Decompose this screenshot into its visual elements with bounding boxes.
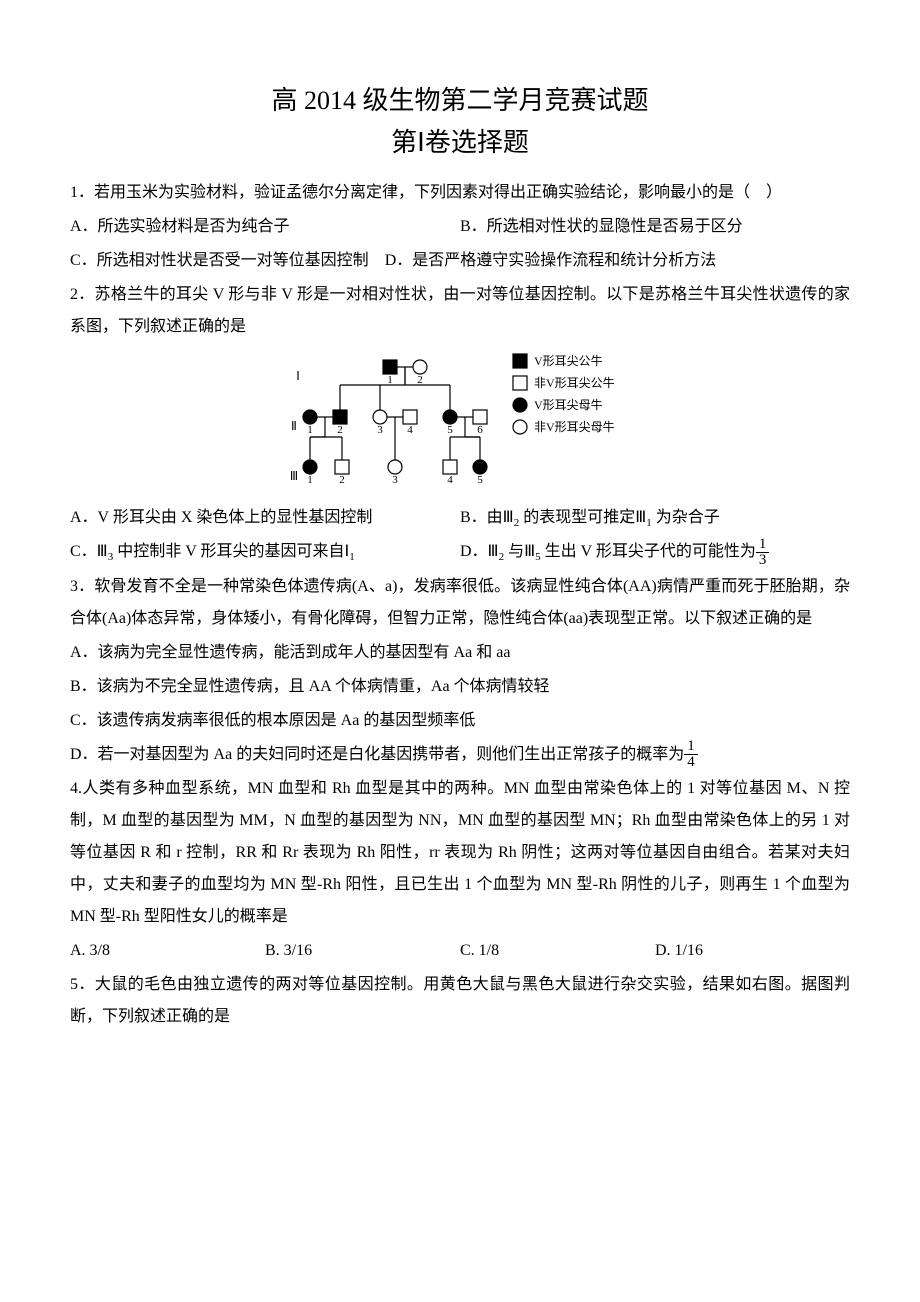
q1-optB: B．所选相对性状的显隐性是否易于区分 <box>460 211 850 243</box>
svg-text:4: 4 <box>407 424 413 436</box>
q2-optB-post: 为杂合子 <box>652 509 720 526</box>
title-sub: 第Ⅰ卷选择题 <box>70 122 850 164</box>
svg-text:5: 5 <box>477 474 483 486</box>
q5-stem: 5．大鼠的毛色由独立遗传的两对等位基因控制。用黄色大鼠与黑色大鼠进行杂交实验，结… <box>70 969 850 1033</box>
svg-text:1: 1 <box>307 424 313 436</box>
q2-stem: 2．苏格兰牛的耳尖 V 形与非 V 形是一对相对性状，由一对等位基因控制。以下是… <box>70 279 850 343</box>
q4-optB: B. 3/16 <box>265 935 460 967</box>
q2-optD-frac-den: 3 <box>756 553 770 568</box>
q3-optD-frac: 14 <box>684 739 698 770</box>
q4-optA: A. 3/8 <box>70 935 265 967</box>
q2-optB: B．由Ⅲ2 的表现型可推定Ⅲ1 为杂合子 <box>460 502 850 534</box>
q4-stem: 4.人类有多种血型系统，MN 血型和 Rh 血型是其中的两种。MN 血型由常染色… <box>70 773 850 933</box>
q2-optD-post: 生出 V 形耳尖子代的可能性为 <box>541 543 756 560</box>
q4-options: A. 3/8 B. 3/16 C. 1/8 D. 1/16 <box>70 935 850 967</box>
q2-options-row1: A．V 形耳尖由 X 染色体上的显性基因控制 B．由Ⅲ2 的表现型可推定Ⅲ1 为… <box>70 502 850 534</box>
q2-optC: C．Ⅲ3 中控制非 V 形耳尖的基因可来自Ⅰ1 <box>70 536 460 568</box>
q3-optB: B．该病为不完全显性遗传病，且 AA 个体病情重，Aa 个体病情较轻 <box>70 671 850 703</box>
q1-optC: C．所选相对性状是否受一对等位基因控制 <box>70 252 369 269</box>
q3-optD: D．若一对基因型为 Aa 的夫妇同时还是白化基因携带者，则他们生出正常孩子的概率… <box>70 739 850 771</box>
q2-optC-mid: 中控制非 V 形耳尖的基因可来自Ⅰ <box>113 543 349 560</box>
q1-options-row1: A．所选实验材料是否为纯合子 B．所选相对性状的显隐性是否易于区分 <box>70 211 850 243</box>
svg-text:Ⅱ: Ⅱ <box>291 419 297 433</box>
svg-text:非V形耳尖公牛: 非V形耳尖公牛 <box>534 375 615 390</box>
q4-optD: D. 1/16 <box>655 935 850 967</box>
svg-text:5: 5 <box>447 424 453 436</box>
svg-text:2: 2 <box>337 424 343 436</box>
q1-optA: A．所选实验材料是否为纯合子 <box>70 211 460 243</box>
svg-text:Ⅰ: Ⅰ <box>296 369 300 383</box>
q2-optD-frac-num: 1 <box>756 537 770 553</box>
q2-optD-mid: 与Ⅲ <box>504 543 535 560</box>
title-main: 高 2014 级生物第二学月竞赛试题 <box>70 80 850 122</box>
svg-text:6: 6 <box>477 424 483 436</box>
svg-text:V形耳尖公牛: V形耳尖公牛 <box>534 353 603 368</box>
q3-stem: 3．软骨发育不全是一种常染色体遗传病(A、a)，发病率很低。该病显性纯合体(AA… <box>70 571 850 635</box>
svg-text:V形耳尖母牛: V形耳尖母牛 <box>534 397 603 412</box>
q2-optD-frac: 13 <box>756 537 770 568</box>
pedigree-svg: 12Ⅰ123456Ⅱ12345ⅢV形耳尖公牛非V形耳尖公牛V形耳尖母牛非V形耳尖… <box>280 349 640 494</box>
q3-optD-frac-num: 1 <box>684 739 698 755</box>
q2-optC-sub2: 1 <box>349 552 355 564</box>
svg-text:非V形耳尖母牛: 非V形耳尖母牛 <box>534 419 615 434</box>
svg-text:4: 4 <box>447 474 453 486</box>
svg-text:2: 2 <box>339 474 345 486</box>
q3-optD-pre: D．若一对基因型为 Aa 的夫妇同时还是白化基因携带者，则他们生出正常孩子的概率… <box>70 746 684 763</box>
q2-optD-pre: D．Ⅲ <box>460 543 499 560</box>
q2-optC-pre: C．Ⅲ <box>70 543 108 560</box>
q2-optB-mid: 的表现型可推定Ⅲ <box>519 509 646 526</box>
svg-text:3: 3 <box>392 474 398 486</box>
q2-optD: D．Ⅲ2 与Ⅲ5 生出 V 形耳尖子代的可能性为13 <box>460 536 850 568</box>
q1-stem: 1．若用玉米为实验材料，验证孟德尔分离定律，下列因素对得出正确实验结论，影响最小… <box>70 177 850 209</box>
svg-text:Ⅲ: Ⅲ <box>290 469 298 483</box>
svg-text:3: 3 <box>377 424 383 436</box>
q3-optD-frac-den: 4 <box>684 755 698 770</box>
q2-pedigree: 12Ⅰ123456Ⅱ12345ⅢV形耳尖公牛非V形耳尖公牛V形耳尖母牛非V形耳尖… <box>70 349 850 494</box>
q2-optA: A．V 形耳尖由 X 染色体上的显性基因控制 <box>70 502 460 534</box>
q1-optD: D．是否严格遵守实验操作流程和统计分析方法 <box>385 252 717 269</box>
svg-text:1: 1 <box>307 474 313 486</box>
q3-optC: C．该遗传病发病率很低的根本原因是 Aa 的基因型频率低 <box>70 705 850 737</box>
q4-optC: C. 1/8 <box>460 935 655 967</box>
q3-optA: A．该病为完全显性遗传病，能活到成年人的基因型有 Aa 和 aa <box>70 637 850 669</box>
q2-options-row2: C．Ⅲ3 中控制非 V 形耳尖的基因可来自Ⅰ1 D．Ⅲ2 与Ⅲ5 生出 V 形耳… <box>70 536 850 568</box>
q2-optB-pre: B．由Ⅲ <box>460 509 514 526</box>
q1-options-row2: C．所选相对性状是否受一对等位基因控制 D．是否严格遵守实验操作流程和统计分析方… <box>70 245 850 277</box>
